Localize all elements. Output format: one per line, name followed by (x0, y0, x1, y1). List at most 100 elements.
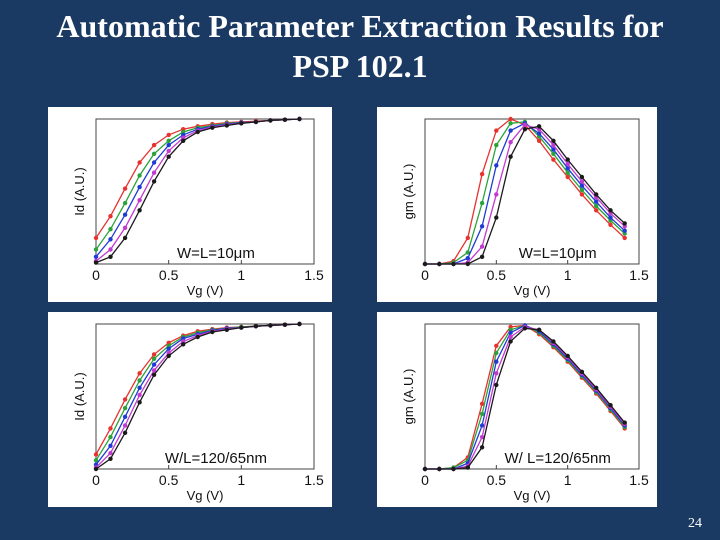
data-point (551, 138, 556, 143)
x-axis-label: Vg (V) (187, 283, 224, 298)
chart-panel-bottom-left: 0 0.5 1 1.5 Vg (V) Id (A.U.) W/L=120/65nm (48, 312, 332, 507)
data-point (108, 443, 113, 448)
data-point (137, 208, 142, 213)
data-point (122, 186, 128, 191)
data-point (579, 183, 585, 188)
data-point (494, 382, 499, 388)
data-point (93, 458, 99, 463)
data-point (137, 400, 142, 405)
chart-svg: 0 0.5 1 1.5 Vg (V) gm (A.U.) W/ L=120/65nm (401, 323, 649, 503)
data-point (622, 221, 627, 226)
data-point (508, 334, 513, 340)
data-point (479, 171, 485, 177)
data-point (536, 131, 542, 136)
data-point (508, 116, 513, 122)
chart-annotation: W/ L=120/65nm (505, 450, 611, 467)
series-line (95, 118, 300, 250)
data-point (465, 235, 470, 241)
plot-area-frame (95, 118, 315, 265)
data-point (494, 142, 499, 148)
data-point (210, 329, 215, 335)
data-point (108, 214, 113, 219)
data-point (253, 119, 259, 125)
data-point (151, 356, 157, 361)
data-point (494, 215, 499, 220)
data-point (479, 411, 485, 417)
data-point (166, 353, 171, 359)
data-point (151, 151, 157, 156)
x-tick-label: 0 (421, 472, 429, 488)
data-point (297, 321, 302, 327)
data-point (494, 343, 499, 348)
data-point (508, 121, 513, 126)
data-point (536, 327, 542, 332)
data-point (122, 397, 128, 402)
x-tick-label: 0 (92, 472, 100, 488)
series-line (95, 323, 300, 466)
series-line (95, 323, 300, 455)
series-line (95, 118, 300, 264)
data-point (137, 392, 142, 398)
data-point (122, 414, 128, 419)
data-point (137, 173, 142, 178)
data-point (122, 235, 128, 241)
chart-panel-top-right: 0 0.5 1 1.5 Vg (V) gm (A.U.) W=L=10μm (377, 107, 657, 302)
data-point (108, 254, 113, 259)
y-axis-label: Id (A.U.) (72, 372, 87, 420)
y-axis-label: gm (A.U.) (401, 164, 416, 220)
data-point (137, 378, 142, 383)
data-point (565, 166, 570, 171)
data-point (297, 116, 302, 122)
series-line (425, 327, 626, 470)
data-point (579, 369, 585, 374)
data-point (108, 227, 113, 232)
data-point (166, 346, 171, 351)
data-point (551, 142, 556, 148)
x-tick-label: 0 (421, 267, 429, 283)
data-point (151, 362, 157, 367)
data-point (479, 244, 485, 249)
data-point (551, 339, 556, 344)
data-point (93, 247, 99, 252)
data-point (594, 199, 599, 204)
x-axis-label: Vg (V) (514, 283, 551, 298)
data-point (93, 235, 99, 241)
x-tick-label: 0.5 (487, 472, 507, 488)
data-point (479, 254, 485, 259)
x-tick-label: 1.5 (304, 472, 324, 488)
data-point (594, 385, 599, 390)
data-point (137, 371, 142, 376)
data-point (522, 127, 528, 132)
series-line (425, 324, 626, 470)
chart-annotation: W/L=120/65nm (165, 450, 267, 467)
series-line (425, 324, 626, 470)
data-point (536, 124, 542, 129)
data-point (122, 225, 128, 230)
data-point (422, 261, 428, 267)
series-line (95, 323, 300, 461)
x-tick-label: 0.5 (487, 267, 507, 283)
plot-area-frame (424, 118, 640, 265)
data-point (622, 228, 627, 233)
data-point (479, 224, 485, 229)
y-axis-label: gm (A.U.) (401, 369, 416, 425)
data-point (151, 352, 157, 357)
data-point (195, 334, 200, 340)
x-tick-label: 1 (237, 472, 245, 488)
data-point (137, 385, 142, 390)
data-point (151, 179, 157, 184)
x-tick-label: 1 (564, 267, 572, 283)
data-point (465, 261, 470, 267)
data-point (479, 445, 485, 450)
data-point (565, 353, 570, 359)
x-axis-label: Vg (V) (514, 488, 551, 503)
data-point (522, 326, 528, 331)
data-point (551, 147, 556, 152)
data-point (268, 323, 273, 328)
data-point (594, 192, 599, 197)
data-point (151, 368, 157, 373)
chart-panel-bottom-right: 0 0.5 1 1.5 Vg (V) gm (A.U.) W/ L=120/65nm (377, 312, 657, 507)
data-point (122, 405, 128, 411)
data-point (479, 200, 485, 206)
data-point (93, 254, 99, 259)
